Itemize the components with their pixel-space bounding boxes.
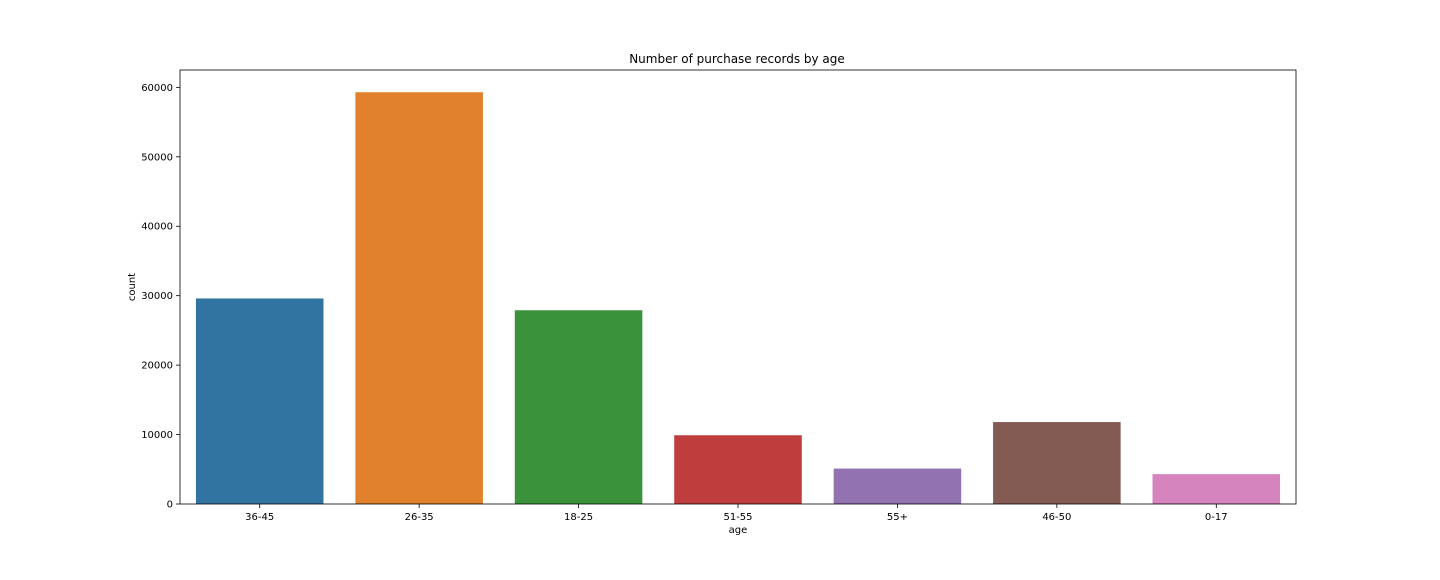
y-tick-label: 30000 — [141, 291, 173, 302]
bars-group — [195, 92, 1281, 505]
bar-55+ — [833, 468, 962, 504]
bar-0-17 — [1152, 474, 1281, 504]
y-axis-label: count — [127, 273, 138, 301]
y-axis: 0 10000 20000 30000 40000 50000 60000 — [141, 83, 180, 511]
x-tick-label: 51-55 — [723, 512, 752, 523]
bar-51-55 — [674, 435, 802, 504]
bar-26-35 — [355, 92, 483, 505]
bar-18-25 — [514, 310, 643, 504]
bar-36-45 — [195, 298, 324, 504]
x-tick-label: 36-45 — [245, 512, 274, 523]
y-tick-label: 50000 — [141, 152, 173, 163]
y-tick-label: 0 — [167, 500, 173, 511]
x-axis-label: age — [729, 525, 748, 536]
x-tick-label: 55+ — [887, 512, 908, 523]
y-tick-label: 10000 — [141, 430, 173, 441]
x-tick-label: 26-35 — [405, 512, 434, 523]
x-tick-label: 46-50 — [1042, 512, 1071, 523]
y-tick-label: 60000 — [141, 83, 173, 94]
x-tick-label: 18-25 — [564, 512, 593, 523]
chart-title: Number of purchase records by age — [629, 52, 845, 66]
y-tick-label: 40000 — [141, 222, 173, 233]
x-tick-label: 0-17 — [1205, 512, 1228, 523]
x-axis: 36-45 26-35 18-25 51-55 55+ 46-50 0-17 — [245, 504, 1228, 523]
y-tick-label: 20000 — [141, 361, 173, 372]
bar-46-50 — [993, 422, 1121, 504]
